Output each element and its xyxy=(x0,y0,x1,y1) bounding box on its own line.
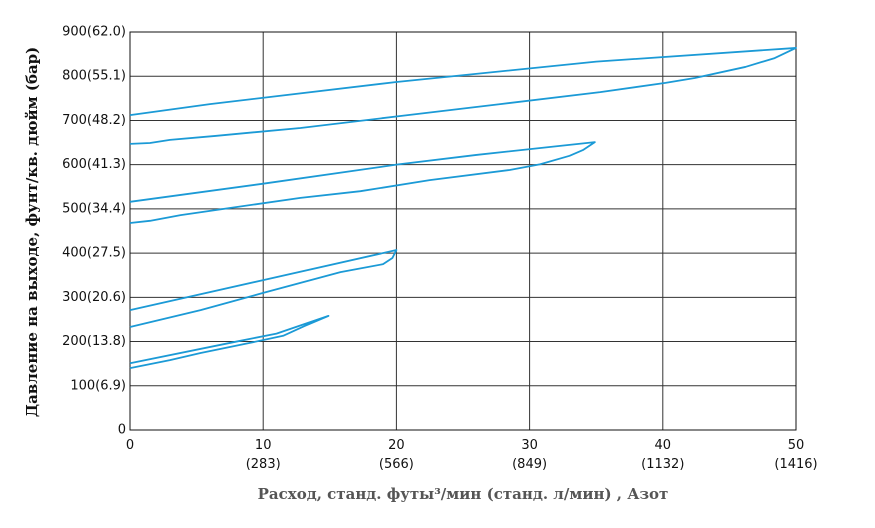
x-tick-label: 50 (1416) xyxy=(774,438,817,472)
y-tick-label: 200(13.8) xyxy=(62,334,126,349)
x-tick-label: 0 xyxy=(126,438,134,453)
y-tick-label: 600(41.3) xyxy=(62,157,126,172)
curve xyxy=(129,141,596,224)
x-tick-label: 30 (849) xyxy=(512,438,547,472)
plot-frame xyxy=(129,31,797,431)
curve xyxy=(129,249,398,328)
y-tick-label: 400(27.5) xyxy=(62,246,126,261)
y-tick-label: 900(62.0) xyxy=(62,25,126,40)
y-tick-label: 500(34.4) xyxy=(62,201,126,216)
y-axis-title: Давление на выходе, фунт/кв. дюйм (бар) xyxy=(23,47,41,418)
curve xyxy=(129,47,797,145)
y-tick-label: 700(48.2) xyxy=(62,113,126,128)
y-tick-label: 100(6.9) xyxy=(70,378,126,393)
y-tick-label: 300(20.6) xyxy=(62,290,126,305)
x-tick-label: 20 (566) xyxy=(379,438,414,472)
y-tick-label: 0 xyxy=(118,423,126,438)
y-tick-label: 800(55.1) xyxy=(62,69,126,84)
x-tick-label: 10 (283) xyxy=(246,438,281,472)
x-tick-label: 40 (1132) xyxy=(641,438,684,472)
x-axis-title: Расход, станд. футы³/мин (станд. л/мин) … xyxy=(258,485,669,503)
curve xyxy=(129,315,330,369)
